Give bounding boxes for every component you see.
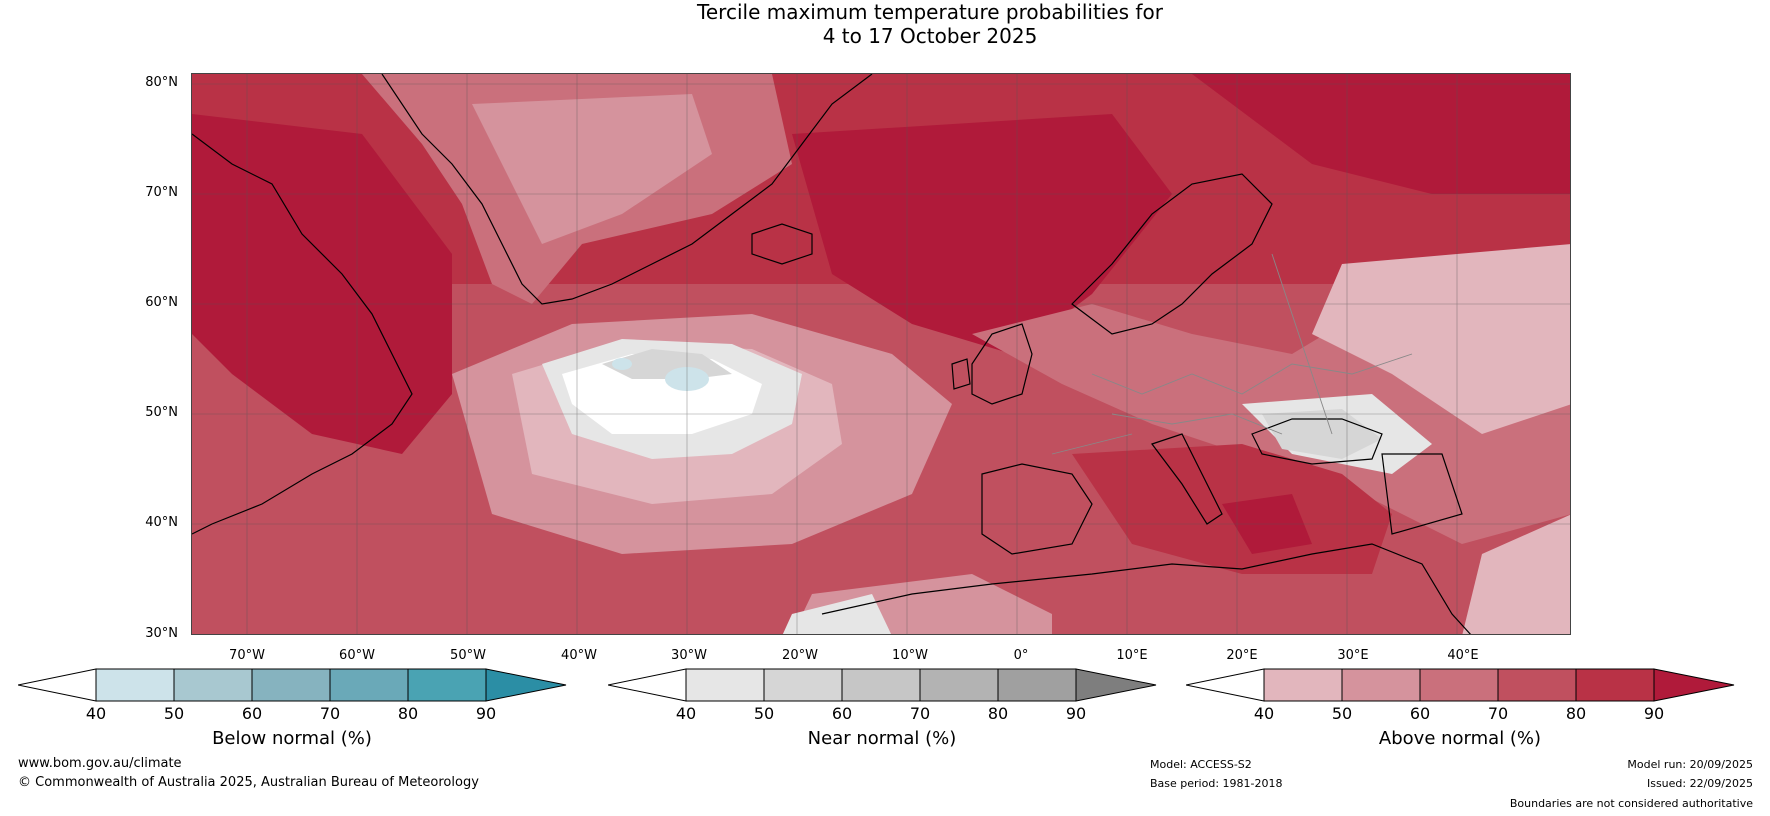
- lon-label-0: 0°: [1013, 648, 1029, 663]
- issued-text: Issued: 22/09/2025: [1646, 777, 1753, 790]
- cbar-near-seg-5: [997, 668, 1077, 702]
- cbar-near-seg-4: [919, 668, 999, 702]
- arctic-zone: [1192, 74, 1570, 194]
- above-tick-40: 40: [1253, 704, 1275, 723]
- cbar-above-seg-2: [1341, 668, 1421, 702]
- near-tick-60: 60: [831, 704, 853, 723]
- colorbar-above-normal: [1186, 668, 1735, 702]
- lon-label-60w: 60°W: [339, 648, 375, 663]
- norwegian-sea-zone: [792, 114, 1172, 354]
- website-link[interactable]: www.bom.gov.au/climate: [18, 756, 182, 771]
- cbar-above-seg-0: [1186, 668, 1265, 702]
- labrador-zone: [192, 114, 452, 454]
- cbar-near-seg-6: [1075, 668, 1157, 702]
- lat-label-70n: 70°N: [145, 185, 178, 200]
- above-normal-label: Above normal (%): [1378, 728, 1542, 749]
- scandinavia-coast: [1071, 173, 1273, 335]
- colorbar-below-normal: [18, 668, 567, 702]
- lat-label-60n: 60°N: [145, 295, 178, 310]
- cbar-below-seg-5: [407, 668, 487, 702]
- copyright-text: © Commonwealth of Australia 2025, Austra…: [18, 775, 479, 790]
- lon-label-30w: 30°W: [671, 648, 707, 663]
- black-sea-coast: [1251, 418, 1383, 465]
- lon-label-40w: 40°W: [561, 648, 597, 663]
- cbar-above-seg-4: [1497, 668, 1577, 702]
- lon-label-50w: 50°W: [450, 648, 486, 663]
- cbar-near-seg-2: [763, 668, 843, 702]
- borders: [1051, 253, 1413, 455]
- middle-east-light: [1462, 514, 1570, 634]
- model-text: Model: ACCESS-S2: [1150, 758, 1252, 771]
- cbar-near-seg-0: [608, 668, 687, 702]
- lon-label-40e: 40°E: [1447, 648, 1479, 663]
- cbar-below-seg-6: [485, 668, 567, 702]
- model-run-text: Model run: 20/09/2025: [1627, 758, 1753, 771]
- africa-near-normal: [782, 594, 892, 634]
- below-normal-patch-2: [612, 358, 632, 370]
- near-tick-70: 70: [909, 704, 931, 723]
- greenland-coast: [381, 74, 873, 305]
- turkey-coast: [1381, 453, 1463, 535]
- russia-light-zone: [1312, 244, 1570, 434]
- near-tick-40: 40: [675, 704, 697, 723]
- cbar-above-seg-3: [1419, 668, 1499, 702]
- probability-map: [192, 74, 1570, 634]
- lon-label-20w: 20°W: [782, 648, 818, 663]
- cbar-above-seg-1: [1263, 668, 1343, 702]
- near-tick-90: 90: [1065, 704, 1087, 723]
- coastlines: [192, 74, 1471, 634]
- cbar-above-seg-6: [1653, 668, 1735, 702]
- lat-label-80n: 80°N: [145, 75, 178, 90]
- lon-label-20e: 20°E: [1226, 648, 1258, 663]
- lat-label-50n: 50°N: [145, 405, 178, 420]
- near-normal-label: Near normal (%): [807, 728, 957, 749]
- colorbar-near-normal: [608, 668, 1157, 702]
- below-tick-40: 40: [85, 704, 107, 723]
- cbar-below-seg-3: [251, 668, 331, 702]
- lon-label-30e: 30°E: [1337, 648, 1369, 663]
- lon-label-10w: 10°W: [892, 648, 928, 663]
- below-tick-80: 80: [397, 704, 419, 723]
- africa-coast: [821, 543, 1471, 634]
- iceland-coast: [751, 223, 813, 265]
- below-tick-70: 70: [319, 704, 341, 723]
- cbar-below-seg-1: [95, 668, 175, 702]
- base-period-text: Base period: 1981-2018: [1150, 777, 1283, 790]
- greenland-inner: [472, 94, 712, 244]
- below-tick-90: 90: [475, 704, 497, 723]
- cbar-near-seg-1: [685, 668, 765, 702]
- iberia-coast: [981, 463, 1093, 555]
- map-panel: [191, 73, 1571, 635]
- below-tick-60: 60: [241, 704, 263, 723]
- above-tick-90: 90: [1643, 704, 1665, 723]
- graticule: [192, 74, 1570, 634]
- map-title: Tercile maximum temperature probabilitie…: [0, 0, 1770, 48]
- britain-coast: [971, 323, 1033, 405]
- cbar-below-seg-2: [173, 668, 253, 702]
- north-america-coast: [192, 133, 413, 535]
- above-tick-50: 50: [1331, 704, 1353, 723]
- lon-label-10e: 10°E: [1116, 648, 1148, 663]
- near-tick-80: 80: [987, 704, 1009, 723]
- cbar-below-seg-4: [329, 668, 409, 702]
- below-normal-label: Below normal (%): [212, 728, 372, 749]
- ireland-coast: [951, 358, 971, 390]
- above-tick-80: 80: [1565, 704, 1587, 723]
- above-tick-60: 60: [1409, 704, 1431, 723]
- cbar-near-seg-3: [841, 668, 921, 702]
- black-sea-grey: [1262, 409, 1382, 459]
- cbar-above-seg-5: [1575, 668, 1655, 702]
- near-tick-50: 50: [753, 704, 775, 723]
- lat-label-40n: 40°N: [145, 515, 178, 530]
- title-line-2: 4 to 17 October 2025: [822, 24, 1038, 48]
- below-tick-50: 50: [163, 704, 185, 723]
- italy-coast: [1151, 433, 1223, 525]
- lon-label-70w: 70°W: [229, 648, 265, 663]
- above-tick-70: 70: [1487, 704, 1509, 723]
- lat-label-30n: 30°N: [145, 626, 178, 641]
- cbar-below-seg-0: [18, 668, 97, 702]
- disclaimer-text: Boundaries are not considered authoritat…: [1509, 797, 1753, 810]
- title-line-1: Tercile maximum temperature probabilitie…: [697, 0, 1163, 24]
